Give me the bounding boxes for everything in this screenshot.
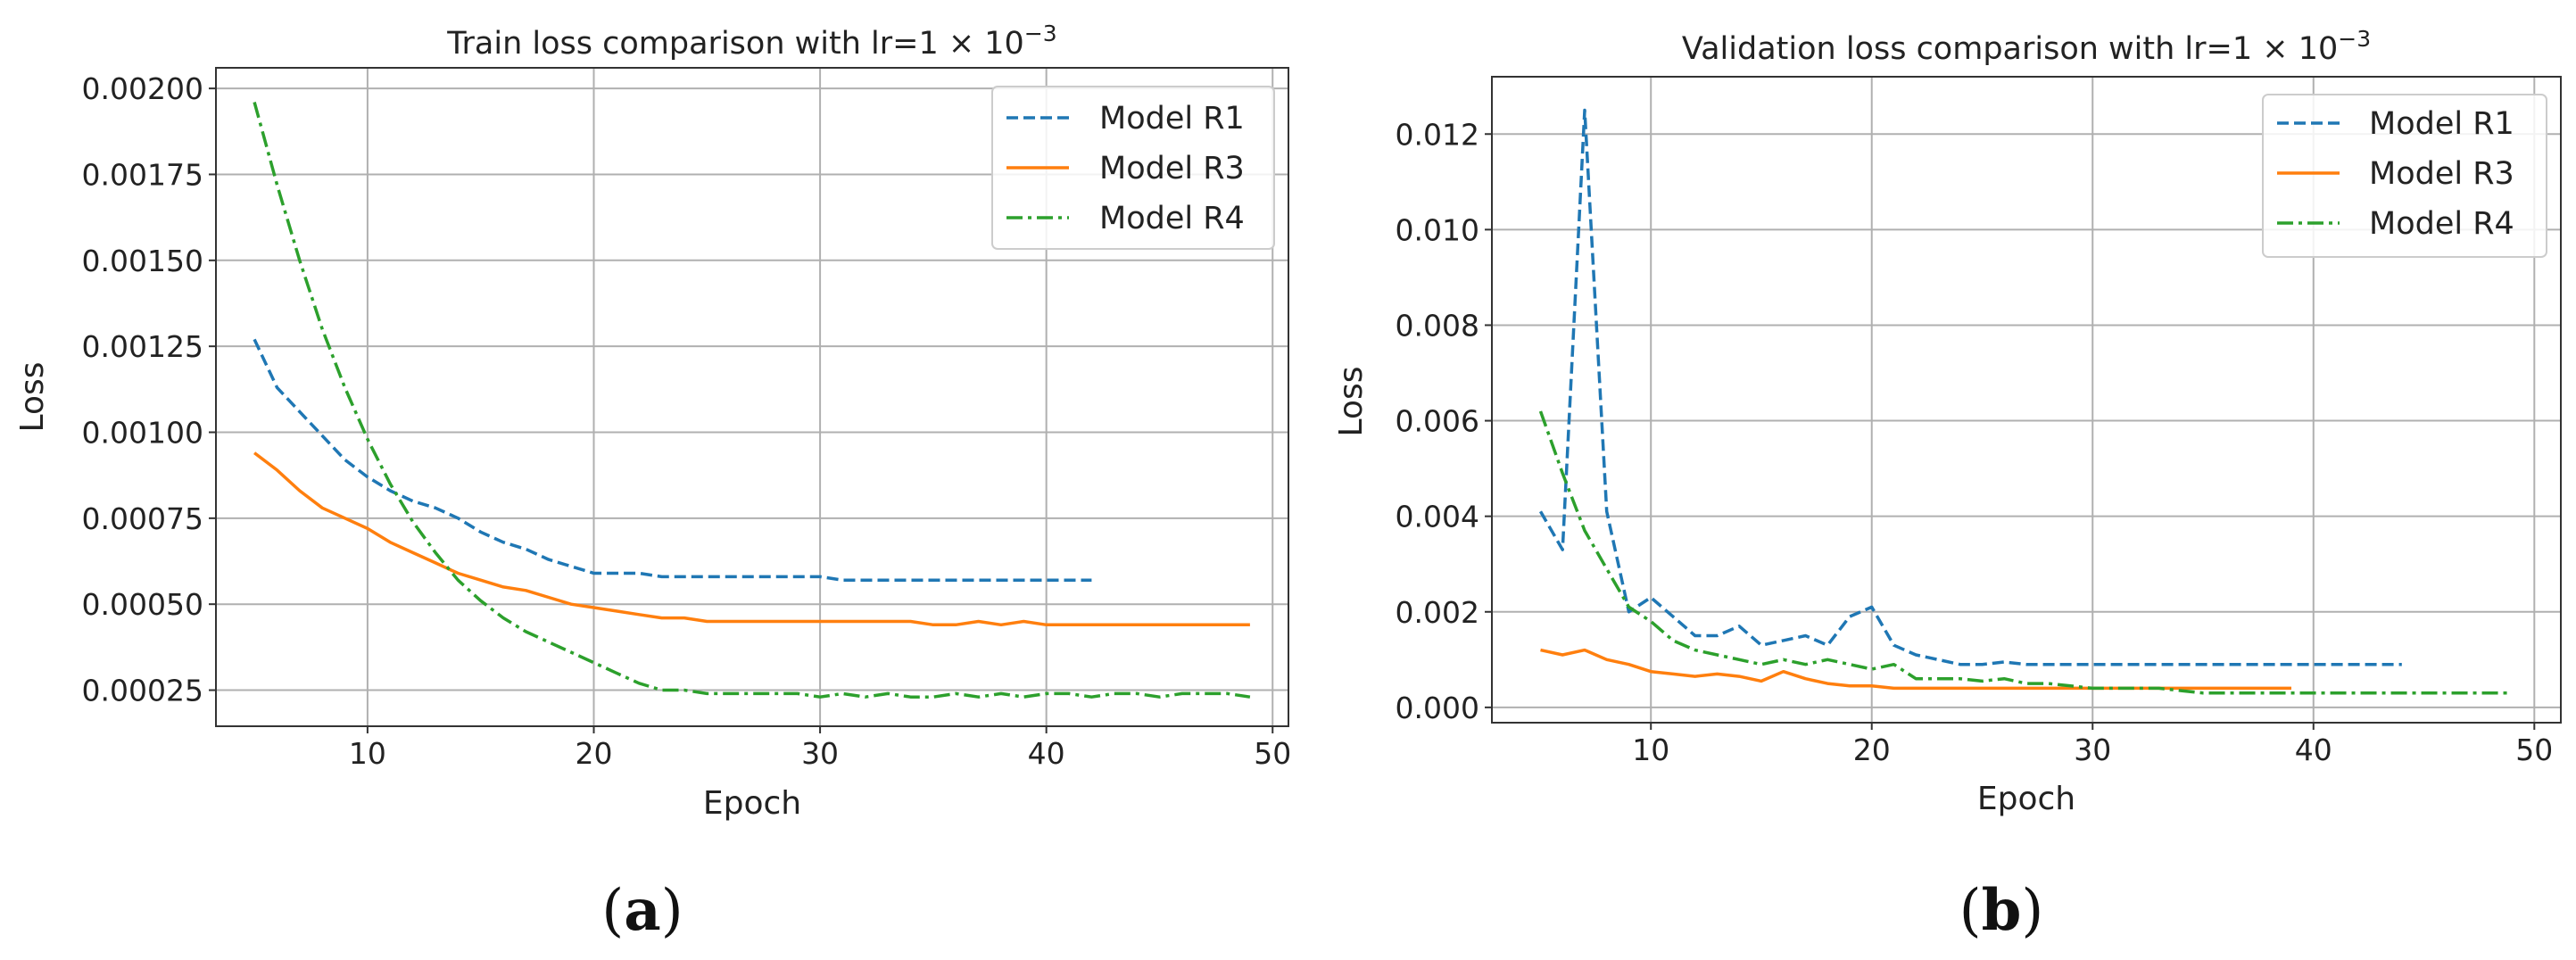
panel-label-a: (a) — [601, 877, 683, 944]
y-tick-label-b: 0.010 — [1396, 212, 1479, 247]
y-tick-label-a: 0.00025 — [82, 674, 203, 708]
legend-label-r1-a: Model R1 — [1099, 101, 1245, 137]
legend-a: Model R1 Model R3 Model R4 — [991, 86, 1275, 250]
y-ticks-b: 0.000 0.002 0.004 0.006 0.008 0.010 0.012 — [1396, 117, 1492, 725]
series-line-model-r3-a — [253, 451, 1250, 627]
x-tick-label-a: 50 — [1254, 736, 1291, 771]
legend-label-r3-a: Model R3 — [1099, 151, 1245, 186]
y-tick-label-b: 0.008 — [1396, 308, 1479, 343]
series-line-model-r1-b — [1538, 108, 2402, 666]
y-tick-label-b: 0.000 — [1396, 691, 1479, 725]
chart-validation-loss: 10 20 30 40 50 0.000 0.002 0.004 0.006 0.008 0.01… — [1333, 26, 2562, 944]
y-tick-label-a: 0.00200 — [82, 71, 203, 106]
series-line-model-r1-a — [253, 338, 1092, 582]
x-axis-label-a: Epoch — [703, 785, 801, 822]
x-tick-label-b: 50 — [2515, 732, 2553, 767]
y-axis-label-b: Loss — [1333, 367, 1370, 437]
y-tick-label-a: 0.00050 — [82, 587, 203, 622]
panel-label-b: (b) — [1959, 877, 2044, 944]
y-tick-label-b: 0.006 — [1396, 404, 1479, 439]
x-tick-label-b: 40 — [2295, 732, 2332, 767]
y-tick-label-b: 0.004 — [1396, 500, 1479, 534]
series-b — [1538, 108, 2513, 695]
y-ticks-a: 0.00025 0.00050 0.00075 0.00100 0.00125 0.001… — [82, 71, 216, 708]
x-tick-label-b: 10 — [1632, 732, 1669, 767]
y-tick-label-b: 0.012 — [1396, 117, 1479, 152]
x-ticks-a: 10 20 30 40 50 — [349, 726, 1291, 771]
legend-label-r4-a: Model R4 — [1099, 201, 1245, 236]
x-ticks-b: 10 20 30 40 50 — [1632, 723, 2553, 767]
legend-label-r3-b: Model R3 — [2369, 156, 2514, 192]
legend-box-b — [2262, 94, 2547, 258]
series-a — [253, 102, 1251, 699]
x-axis-label-b: Epoch — [1977, 781, 2075, 817]
plot-frame-b — [1491, 76, 2562, 724]
y-tick-label-a: 0.00175 — [82, 157, 203, 192]
series-line-model-r4-b — [1538, 410, 2513, 695]
y-tick-label-a: 0.00150 — [82, 244, 203, 278]
x-tick-label-a: 20 — [575, 736, 612, 771]
legend-label-r1-b: Model R1 — [2369, 106, 2514, 142]
y-tick-label-a: 0.00075 — [82, 501, 203, 536]
chart-title-b: Validation loss comparison with lr=1 × 1… — [1682, 26, 2371, 67]
x-tick-label-b: 30 — [2074, 732, 2111, 767]
legend-b: Model R1 Model R3 Model R4 — [2262, 94, 2547, 258]
series-line-model-r3-b — [1540, 648, 2291, 691]
y-tick-label-a: 0.00125 — [82, 329, 203, 364]
x-tick-label-a: 40 — [1028, 736, 1065, 771]
y-tick-label-b: 0.002 — [1396, 595, 1479, 630]
x-tick-label-a: 30 — [801, 736, 839, 771]
legend-box-a — [991, 86, 1275, 250]
series-line-model-r4-a — [253, 102, 1251, 699]
plot-frame-a — [215, 67, 1289, 727]
chart-train-loss: 10 20 30 40 50 0.000250.000500.000750.001000… — [14, 21, 1291, 944]
y-axis-label-a: Loss — [14, 362, 51, 433]
chart-title-a: Train loss comparison with lr=1 × 10−3 — [446, 21, 1056, 62]
x-tick-label-a: 10 — [349, 736, 386, 771]
legend-label-r4-b: Model R4 — [2369, 206, 2514, 242]
x-tick-label-b: 20 — [1853, 732, 1891, 767]
y-tick-label-a: 0.00100 — [82, 416, 203, 451]
